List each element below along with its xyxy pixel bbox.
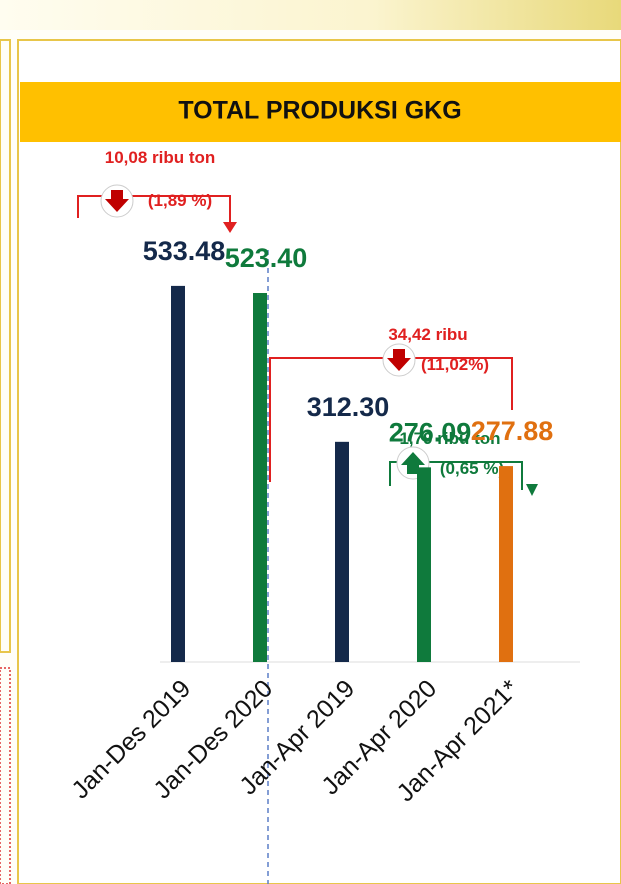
value-label: 533.48 [143,236,226,266]
annotation: (1,89 %) [148,191,212,210]
value-label: 277.88 [471,416,554,446]
bar [253,293,267,662]
chart-title: TOTAL PRODUKSI GKG [178,97,461,125]
annotation: 34,42 ribu [388,325,467,344]
bar [335,442,349,662]
top-banner [0,0,621,30]
page: TOTAL PRODUKSI GKG 10,08 ribu ton (1,89 … [0,0,621,884]
value-label: 276.09 [389,417,472,447]
value-label: 312.30 [307,392,390,422]
bar [171,286,185,662]
chart: TOTAL PRODUKSI GKG 10,08 ribu ton (1,89 … [0,0,621,884]
annotation: (0,65 %) [440,459,504,478]
bar [499,466,513,662]
value-label: 523.40 [225,243,308,273]
annotation: (11,02%) [421,355,489,374]
annotation: 10,08 ribu ton [105,148,216,167]
bar [417,467,431,662]
